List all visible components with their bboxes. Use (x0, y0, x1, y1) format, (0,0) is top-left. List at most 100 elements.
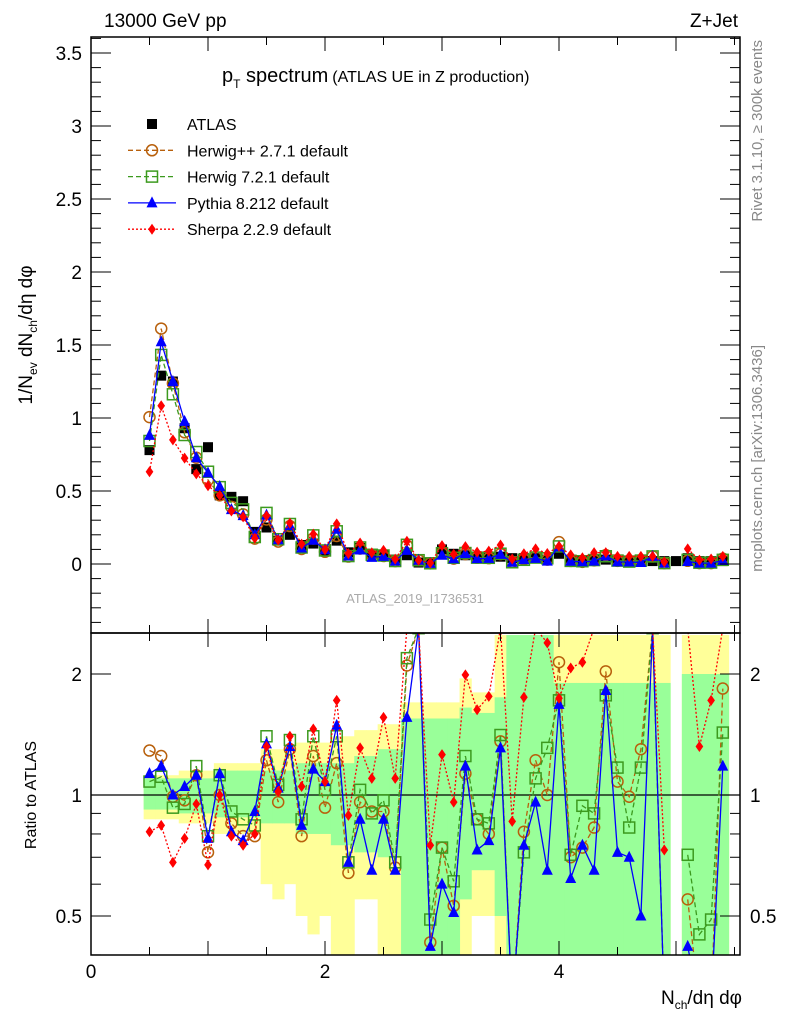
ratio-band-green (237, 770, 250, 818)
legend-label: Pythia 8.212 default (187, 196, 329, 213)
herwig7-ratio-line (149, 633, 724, 955)
herwig7-ratio-point (646, 633, 659, 635)
pythia-ratio-point (576, 838, 588, 850)
sherpa-main-point (683, 543, 692, 555)
legend: ATLAS Herwig++ 2.7.1 default Herwig 7.2.1 … (128, 117, 349, 239)
sherpa-main-point (578, 552, 587, 564)
ratio-tick-label-left: 0.5 (56, 907, 82, 928)
pythia-ratio-point (471, 843, 483, 855)
sherpa-main-point (613, 550, 622, 562)
xlabel-a: N (661, 988, 675, 1009)
sherpa-main-point (543, 548, 552, 560)
ratio-band-green (365, 756, 379, 853)
sherpa-main-point (332, 518, 341, 530)
herwig7-main-line (148, 354, 723, 565)
sherpa-ratio-point (484, 690, 493, 702)
legend-item-herwigpp: Herwig++ 2.7.1 default (128, 143, 349, 160)
pythia-ratio-point (612, 845, 623, 857)
sherpa-main-point (707, 553, 715, 565)
ratio-y-axis-label: Ratio to ATLAS (23, 741, 40, 849)
sherpa-main-point (379, 544, 388, 556)
sherpa-ratio-point (535, 633, 537, 634)
herwig7-ratio-point (507, 1000, 518, 1011)
herwigpp-ratio-point (307, 749, 320, 763)
herwigpp-ratio-point (295, 829, 308, 843)
pythia-main-point (459, 547, 471, 559)
sherpa-ratio-point (391, 772, 400, 784)
ratio-band-green (295, 763, 308, 834)
herwig7-ratio-point (412, 633, 425, 635)
herwigpp-ratio-point (201, 846, 215, 859)
sherpa-main-point (660, 556, 669, 568)
herwigpp-ratio-point (634, 742, 648, 756)
herwigpp-ratio-point (507, 1000, 518, 1011)
pythia-main-point (167, 375, 179, 386)
sherpa-ratio-point (520, 691, 528, 703)
ratio-band-green (482, 712, 496, 871)
herwig7-ratio-point (704, 913, 718, 926)
sherpa-main-point (625, 550, 634, 562)
title-subtitle: (ATLAS UE in Z production) (332, 69, 529, 86)
sherpa-ratio-point (418, 633, 420, 634)
axes: 0 2 4 0 0.5 1 1.5 2 2.5 3 3.5 0.5 0.5 1 1 2 2 (56, 36, 776, 983)
sherpa-main-point (262, 510, 271, 522)
herwig7-ratio-point (400, 651, 414, 665)
sherpa-ratio-point (332, 694, 341, 706)
herwig7-ratio-point (353, 783, 367, 797)
legend-marker-sherpa (148, 223, 156, 235)
ratio-band-green (202, 778, 215, 814)
herwig7-ratio-point (482, 817, 496, 830)
sherpa-main-line (148, 403, 723, 564)
ylabel-c: /dη dφ (16, 265, 37, 320)
ratio-tick-label-left: 2 (71, 665, 82, 686)
legend-item-sherpa: Sherpa 2.2.9 default (128, 222, 332, 239)
ratio-band-green (693, 674, 706, 955)
pythia-ratio-point (331, 718, 343, 730)
sherpa-main-point (555, 540, 563, 552)
sherpa-ratio-point (379, 711, 388, 723)
pythia-ratio-point (541, 863, 553, 875)
herwigpp-ratio-point (318, 801, 332, 814)
sherpa-ratio-point (660, 844, 669, 856)
herwig7-ratio-point (681, 848, 694, 862)
sherpa-main-point (414, 554, 423, 566)
atlas-data-point (144, 445, 155, 456)
sherpa-ratio-point (687, 633, 689, 634)
legend-item-atlas: ATLAS (147, 117, 237, 134)
sherpa-main-point (695, 554, 704, 566)
atlas-data-point (179, 423, 190, 434)
xlabel-a-sub: ch (675, 998, 688, 1012)
y-tick-label: 1.5 (56, 336, 82, 357)
sherpa-ratio-point (438, 749, 446, 761)
herwigpp-ratio-point (414, 633, 423, 635)
ratio-band-green (436, 718, 449, 955)
atlas-data-point (284, 529, 295, 540)
pythia-ratio-point (342, 855, 354, 867)
pythia-ratio-point (448, 906, 460, 918)
ylabel-a-sub: ev (26, 362, 40, 375)
sherpa-main-point (426, 557, 435, 569)
sherpa-ratio-point (652, 633, 654, 634)
y-tick-label: 0 (71, 555, 82, 576)
pythia-ratio-point (155, 759, 167, 771)
sherpa-ratio-point (640, 633, 642, 634)
herwig7-main-point (178, 428, 191, 442)
pythia-ratio-point (635, 909, 647, 921)
y-tick-label: 1 (71, 409, 82, 430)
x-tick-label: 4 (554, 962, 565, 983)
sherpa-ratio-point (578, 656, 587, 668)
herwig7-ratio-point (541, 741, 554, 755)
sherpa-main-point (601, 547, 610, 559)
ratio-band-green (529, 635, 542, 955)
herwigpp-ratio-point (599, 665, 613, 678)
pythia-ratio-point (436, 877, 448, 889)
ratio-band-green (155, 778, 168, 810)
herwig7-ratio-point (154, 770, 168, 784)
herwigpp-ratio-point (648, 633, 657, 635)
ratio-band-green (623, 682, 636, 955)
sherpa-main-point (449, 548, 458, 560)
sherpa-main-point (438, 540, 446, 552)
herwigpp-ratio-point (587, 821, 601, 834)
pythia-ratio-point (214, 767, 226, 779)
ratio-band-green (635, 682, 648, 955)
